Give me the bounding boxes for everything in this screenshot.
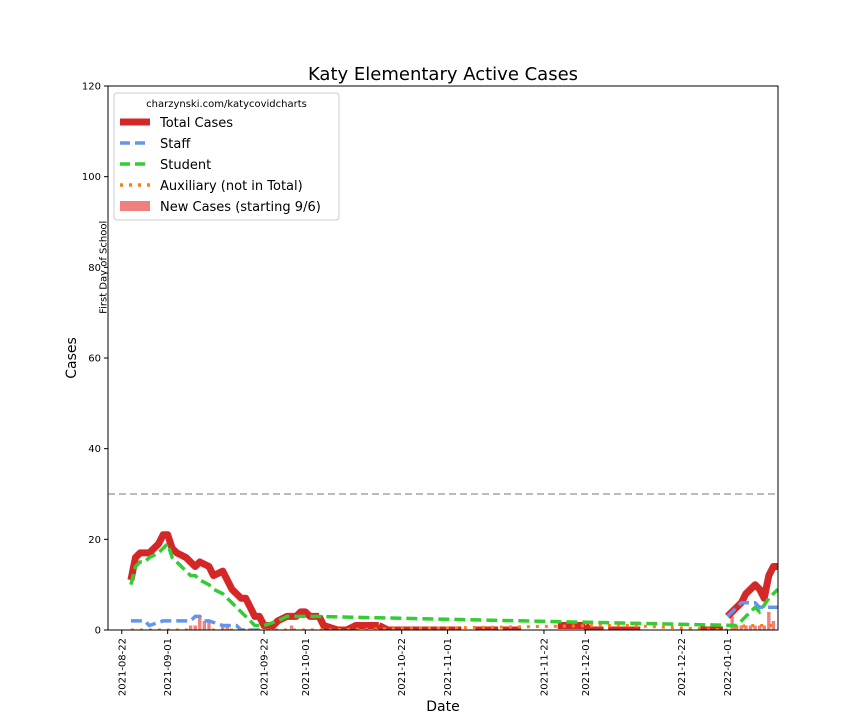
new-cases-bar [771, 620, 776, 630]
new-cases-bar [198, 616, 202, 630]
new-cases-bar [193, 625, 197, 630]
x-tick-label: 2021-12-22 [677, 638, 688, 696]
x-tick-label: 2021-08-22 [117, 638, 128, 696]
new-cases-bar [202, 620, 207, 630]
x-axis-label: Date [426, 699, 459, 715]
x-tick-label: 2021-11-01 [443, 638, 454, 696]
y-tick-label: 80 [88, 263, 101, 274]
legend-label: Total Cases [159, 116, 233, 131]
x-tick-label: 2021-09-01 [163, 638, 174, 696]
new-cases-bar [730, 616, 734, 630]
legend-source-text: charzynski.com/katycovidcharts [146, 99, 307, 110]
chart-title: Katy Elementary Active Cases [308, 64, 578, 85]
legend-label: Student [160, 158, 211, 173]
x-tick-label: 2021-09-22 [260, 638, 271, 696]
new-cases-bar [221, 625, 225, 630]
y-tick-label: 120 [82, 82, 101, 93]
first-day-label: First Day of School [98, 221, 109, 314]
x-tick-label: 2022-01-01 [723, 638, 734, 696]
total-cases-segment [582, 623, 604, 630]
legend: charzynski.com/katycovidcharts Total Case… [113, 92, 340, 221]
total-cases-segment [315, 614, 379, 630]
new-cases-bar [748, 625, 753, 630]
legend-swatch [120, 201, 150, 211]
plot-inner [108, 493, 778, 630]
plot-area: First Day of School [98, 221, 778, 630]
y-tick-label: 40 [88, 444, 101, 455]
new-cases-bar [762, 625, 766, 630]
x-tick-label: 2021-12-01 [581, 638, 592, 696]
y-axis-label: Cases [64, 337, 80, 379]
legend-box [113, 92, 340, 221]
new-cases-bar [753, 625, 757, 630]
new-cases-bar [757, 625, 762, 630]
y-tick-label: 20 [88, 535, 101, 546]
new-cases-bar [207, 620, 211, 630]
new-cases-bar [225, 625, 230, 630]
student-line [129, 540, 778, 628]
y-tick-label: 0 [95, 626, 101, 637]
legend-label: Auxiliary (not in Total) [160, 179, 303, 194]
new-cases-bar [744, 625, 748, 630]
new-cases-bar [767, 611, 771, 630]
x-tick-label: 2021-11-22 [539, 638, 550, 696]
x-tick-label: 2021-10-22 [397, 638, 408, 696]
staff-line [726, 601, 778, 618]
auxiliary-line [130, 624, 778, 630]
y-tick-label: 100 [82, 172, 101, 183]
y-tick-label: 60 [88, 354, 101, 365]
total-cases-line [127, 531, 320, 629]
new-cases-bar [734, 625, 739, 630]
x-tick-label: 2021-10-01 [301, 638, 312, 696]
legend-label: Staff [160, 137, 191, 152]
staff-line [130, 614, 260, 630]
axes: 0 20 40 60 80 100 120 2021-08-22 2021-09-01 2021-… [82, 82, 779, 696]
new-cases-bar [289, 625, 294, 630]
legend-label: New Cases (starting 9/6) [160, 200, 321, 215]
new-cases-bar [739, 625, 743, 630]
new-cases-bar [188, 625, 193, 630]
